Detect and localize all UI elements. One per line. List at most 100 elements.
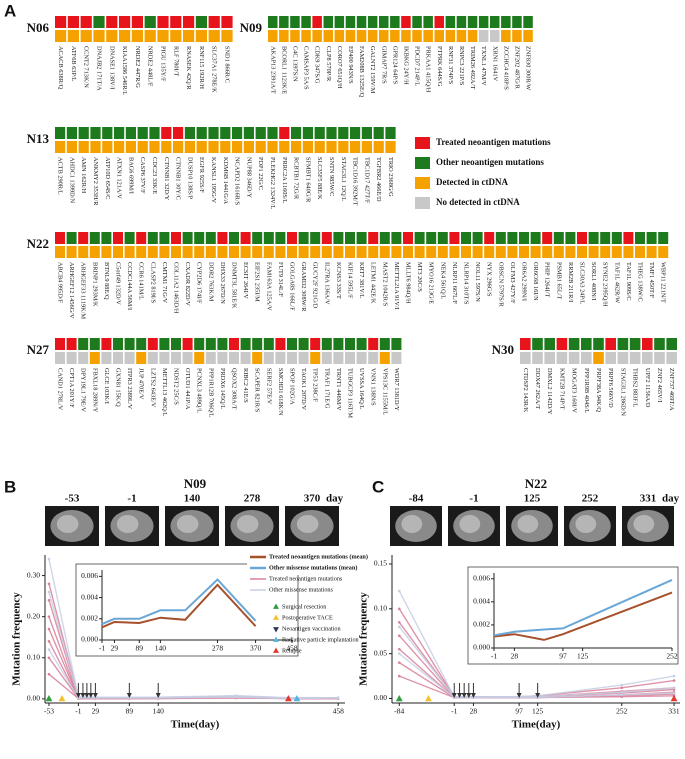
tile <box>279 16 289 28</box>
tile <box>391 352 402 364</box>
day-unit: day <box>326 493 344 505</box>
tile <box>507 232 518 244</box>
legend-label: Other missense mutations (mean) <box>269 564 357 571</box>
gene-label: MOGAT3 160I/V <box>571 368 578 413</box>
gene-label: PRPF38A 94K/Q <box>595 368 602 412</box>
tile <box>314 127 325 139</box>
tile <box>275 232 286 244</box>
gene-label: FUT9 314L/F <box>277 262 284 298</box>
tile <box>217 352 228 364</box>
tile <box>106 16 118 28</box>
legend-label: Radiative particle implantation <box>282 636 359 643</box>
mutation-point <box>77 696 80 700</box>
tile <box>290 16 300 28</box>
y-axis-label: Mutation frequency <box>11 592 23 686</box>
gene-label: THBS2 883F/L <box>632 368 639 408</box>
tile <box>623 232 634 244</box>
gene-label: NLRP11 667L/F <box>451 262 458 305</box>
gene-label: KCNS3 33S/T <box>335 262 342 299</box>
tile <box>449 246 460 258</box>
gene-label: CDC23 33K/E <box>151 157 158 194</box>
tile <box>501 30 511 42</box>
inset-x-tick-label: 125 <box>577 652 589 661</box>
vaccination-arrow <box>461 683 467 698</box>
mutation-point <box>235 695 238 699</box>
tile <box>478 16 489 28</box>
gene-label: BAG6 699M/I <box>127 157 134 194</box>
gene-label: NOL11 597S/N <box>474 262 481 302</box>
mutation-point <box>397 634 401 638</box>
mutation-point <box>620 683 624 687</box>
tile <box>66 127 77 139</box>
gene-label: STAG3L1 12Q/L <box>340 157 347 201</box>
tile <box>654 338 665 350</box>
gene-label: TRAF1 171E/G <box>323 368 330 409</box>
tile <box>423 30 433 42</box>
gene-label: CAND1 278L/V <box>57 368 64 411</box>
event-marker <box>395 695 403 702</box>
event-marker <box>293 695 301 702</box>
mean-line <box>493 591 673 641</box>
legend-marker <box>273 636 279 642</box>
tile-title: N30 <box>492 342 514 357</box>
tile <box>391 246 402 258</box>
tile <box>217 338 228 350</box>
gene-label: PRPF6 566V/D <box>607 368 614 408</box>
x-axis-label: Time(day) <box>171 719 220 731</box>
tile <box>414 232 425 244</box>
gene-label: RIBC2 41E/S <box>242 368 249 403</box>
gene-label: DNASE1 138V/I <box>108 46 115 90</box>
gene-label: TRIO 2368G/G <box>387 157 394 197</box>
mutation-point <box>397 647 401 651</box>
gene-label: FAM208B 1325E/Q <box>358 46 365 98</box>
gene-label: IKBKG 24Y/H <box>402 46 409 85</box>
gene-label: GLCE 103K/I <box>103 368 110 404</box>
tile <box>658 246 669 258</box>
tile <box>321 338 332 350</box>
y-axis-label: Mutation frequency <box>358 592 370 686</box>
gene-label: DDR2 763K/M <box>207 262 214 302</box>
tile <box>600 246 611 258</box>
tile <box>55 141 66 153</box>
gene-label: VPS13C 1155M/L <box>381 368 388 415</box>
gene-label: TRIM26 492A/T <box>469 46 476 89</box>
tile <box>426 246 437 258</box>
tile <box>55 16 67 28</box>
mutation-point <box>397 661 401 664</box>
tile <box>113 232 123 244</box>
tile <box>434 30 444 42</box>
mean-line <box>101 583 257 629</box>
ct-day: 370 <box>304 493 321 505</box>
tile <box>101 352 112 364</box>
gene-label: CCNT2 713K/N <box>83 46 90 88</box>
x-tick-label: 29 <box>92 707 100 716</box>
tile <box>666 352 677 364</box>
tile <box>301 30 311 42</box>
tile <box>623 246 634 258</box>
tile <box>530 232 541 244</box>
gene-label: TGFBR2 466E/D <box>375 157 382 202</box>
tile <box>275 246 286 258</box>
mutation-point <box>47 656 51 660</box>
tile <box>461 246 471 258</box>
tile <box>379 232 390 244</box>
tile <box>119 30 131 42</box>
tile <box>136 232 147 244</box>
tile <box>229 352 239 364</box>
tile <box>113 338 123 350</box>
tile <box>89 246 100 258</box>
tile <box>577 232 587 244</box>
gene-label: OBSCN 5797S/R <box>497 262 504 307</box>
mutation-point <box>156 696 160 700</box>
event-marker <box>284 695 292 702</box>
tile <box>593 338 604 350</box>
tile <box>287 246 297 258</box>
gene-label: KDM6B 1441G/A <box>222 157 229 205</box>
tile <box>93 16 105 28</box>
gene-label: STAG3L1 286D/N <box>619 368 626 416</box>
tile <box>208 127 219 139</box>
gene-label: NDST2 25C/S <box>173 368 180 405</box>
tile <box>102 141 113 153</box>
inset-y-tick-label: 0.002 <box>473 620 490 629</box>
inset-x-tick-label: 278 <box>212 644 224 653</box>
